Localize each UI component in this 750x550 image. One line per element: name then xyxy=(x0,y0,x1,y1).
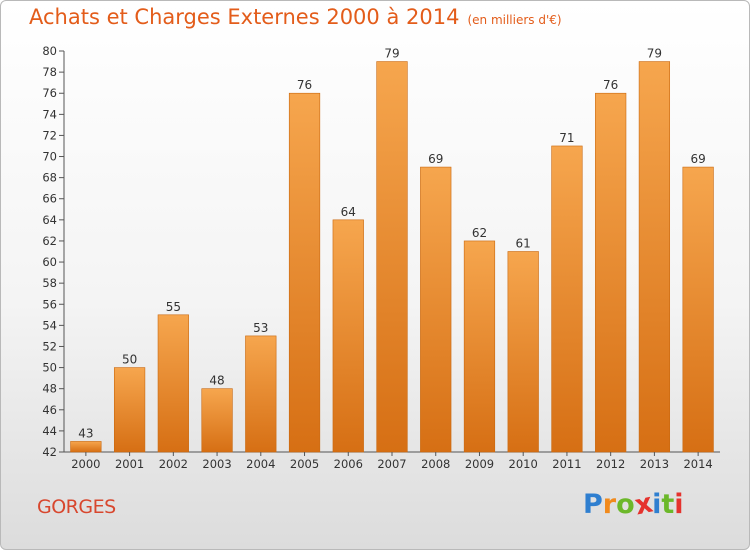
x-tick-label: 2010 xyxy=(509,457,538,471)
bar-value-label: 79 xyxy=(384,47,399,61)
y-tick-label: 58 xyxy=(42,276,57,290)
bar xyxy=(376,61,408,453)
logo-letter: P xyxy=(583,489,603,520)
y-tick-label: 48 xyxy=(42,382,57,396)
x-tick-label: 2000 xyxy=(71,457,100,471)
bar xyxy=(288,92,321,453)
bar-value-label: 71 xyxy=(559,131,574,145)
proxiti-logo: Proxiti xyxy=(583,488,684,522)
bar-value-label: 76 xyxy=(603,78,618,92)
bar-value-label: 62 xyxy=(472,226,487,240)
y-tick-label: 62 xyxy=(42,234,57,248)
bar-value-label: 64 xyxy=(341,205,356,219)
bar xyxy=(595,92,627,453)
location-label: GORGES xyxy=(37,496,116,518)
logo-letter: t xyxy=(661,489,675,520)
y-tick-label: 66 xyxy=(42,192,57,206)
y-tick-label: 64 xyxy=(42,213,57,227)
y-tick-label: 56 xyxy=(42,297,57,311)
y-tick-label: 54 xyxy=(42,318,57,332)
y-tick-label: 76 xyxy=(42,86,57,100)
bar xyxy=(638,61,671,453)
bar xyxy=(332,219,364,453)
bar xyxy=(70,441,102,453)
y-tick-label: 50 xyxy=(42,361,57,375)
chart-title-text: Achats et Charges Externes 2000 à 2014 xyxy=(29,5,460,29)
bar xyxy=(682,166,714,453)
y-tick-label: 80 xyxy=(42,44,57,58)
bar-value-label: 76 xyxy=(297,78,312,92)
x-tick-label: 2012 xyxy=(596,457,625,471)
bar xyxy=(420,166,452,453)
bar xyxy=(463,240,496,453)
bar xyxy=(157,314,189,453)
x-tick-label: 2001 xyxy=(115,457,144,471)
bar xyxy=(507,251,539,453)
bar-value-label: 50 xyxy=(122,353,137,367)
y-tick-label: 42 xyxy=(42,445,57,459)
y-tick-label: 52 xyxy=(42,339,57,353)
bar-value-label: 53 xyxy=(253,321,268,335)
bar-value-label: 69 xyxy=(690,152,705,166)
x-tick-label: 2007 xyxy=(377,457,406,471)
bar xyxy=(113,367,146,453)
y-tick-label: 68 xyxy=(42,171,57,185)
y-tick-label: 78 xyxy=(42,65,57,79)
bar xyxy=(245,335,277,453)
y-tick-label: 60 xyxy=(42,255,57,269)
y-tick-label: 74 xyxy=(42,107,57,121)
logo-letter: r xyxy=(602,489,617,520)
x-tick-label: 2006 xyxy=(334,457,363,471)
y-tick-label: 70 xyxy=(42,150,57,164)
chart-subtitle: (en milliers d'€) xyxy=(467,13,562,27)
bar-value-label: 79 xyxy=(647,47,662,61)
bar-value-label: 55 xyxy=(166,300,181,314)
bar xyxy=(201,388,233,453)
logo-letter: o xyxy=(616,489,635,520)
y-tick-label: 46 xyxy=(42,403,57,417)
x-tick-label: 2014 xyxy=(683,457,712,471)
bar xyxy=(551,145,583,453)
x-tick-label: 2013 xyxy=(640,457,669,471)
y-tick-label: 72 xyxy=(42,128,57,142)
chart-title: Achats et Charges Externes 2000 à 2014 (e… xyxy=(29,5,562,29)
x-tick-label: 2002 xyxy=(159,457,188,471)
logo-letter: i xyxy=(652,489,662,520)
x-tick-label: 2004 xyxy=(246,457,275,471)
y-tick-label: 44 xyxy=(42,424,57,438)
bar-value-label: 48 xyxy=(209,374,224,388)
bar-value-label: 69 xyxy=(428,152,443,166)
x-tick-label: 2011 xyxy=(552,457,581,471)
logo-letter: i xyxy=(674,489,684,520)
bar-value-label: 61 xyxy=(516,237,531,251)
x-tick-label: 2009 xyxy=(465,457,494,471)
x-tick-label: 2008 xyxy=(421,457,450,471)
bar-value-label: 43 xyxy=(78,426,93,440)
x-tick-label: 2003 xyxy=(202,457,231,471)
x-tick-label: 2005 xyxy=(290,457,319,471)
